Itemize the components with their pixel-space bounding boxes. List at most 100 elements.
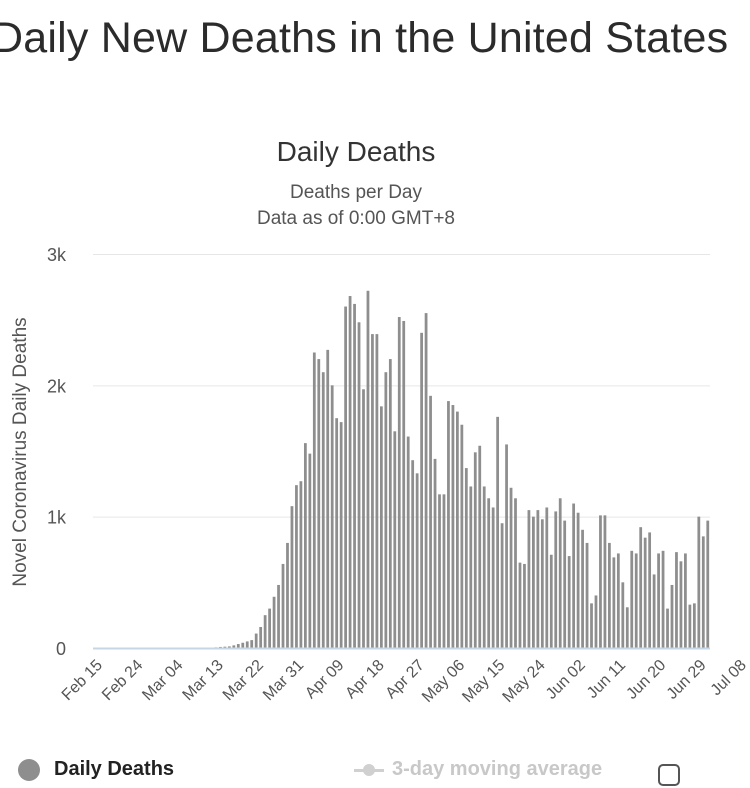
- bar[interactable]: [523, 563, 526, 648]
- bar[interactable]: [648, 532, 652, 648]
- bar[interactable]: [549, 554, 553, 648]
- bar[interactable]: [371, 334, 374, 648]
- bar[interactable]: [612, 557, 616, 648]
- bar[interactable]: [344, 306, 347, 648]
- bar[interactable]: [268, 608, 271, 648]
- bar[interactable]: [514, 498, 517, 648]
- bar[interactable]: [599, 515, 602, 648]
- bar[interactable]: [545, 507, 549, 648]
- bar[interactable]: [572, 503, 576, 648]
- bar[interactable]: [259, 626, 263, 648]
- bar[interactable]: [496, 416, 500, 648]
- bar[interactable]: [630, 550, 634, 648]
- bar[interactable]: [303, 443, 307, 648]
- bar[interactable]: [661, 550, 665, 648]
- bar[interactable]: [621, 582, 625, 648]
- bar[interactable]: [272, 596, 276, 648]
- bar[interactable]: [540, 519, 544, 648]
- bar[interactable]: [576, 512, 580, 648]
- bar[interactable]: [295, 485, 298, 648]
- bar[interactable]: [219, 646, 222, 648]
- bar[interactable]: [657, 553, 660, 648]
- bar[interactable]: [308, 453, 312, 648]
- bar[interactable]: [384, 372, 388, 648]
- bar[interactable]: [532, 516, 535, 648]
- bar[interactable]: [353, 303, 356, 648]
- bar[interactable]: [554, 511, 558, 648]
- bar[interactable]: [321, 372, 325, 648]
- bar[interactable]: [675, 552, 678, 648]
- bar[interactable]: [223, 646, 227, 648]
- bar[interactable]: [581, 529, 584, 648]
- moving-average-checkbox[interactable]: [658, 764, 680, 786]
- bar[interactable]: [456, 411, 459, 648]
- bar[interactable]: [286, 542, 289, 648]
- bar[interactable]: [608, 542, 611, 648]
- bar[interactable]: [447, 401, 450, 648]
- bar[interactable]: [429, 395, 432, 648]
- bar[interactable]: [701, 536, 705, 648]
- bar[interactable]: [375, 334, 379, 648]
- bar[interactable]: [335, 418, 339, 648]
- bar[interactable]: [684, 553, 687, 648]
- bar[interactable]: [460, 424, 464, 648]
- bar[interactable]: [290, 506, 294, 648]
- bar[interactable]: [563, 520, 567, 648]
- bar[interactable]: [277, 584, 280, 648]
- bar[interactable]: [697, 516, 701, 648]
- bar[interactable]: [594, 595, 598, 648]
- bar[interactable]: [634, 553, 638, 648]
- bar[interactable]: [348, 296, 352, 648]
- bar[interactable]: [263, 615, 267, 648]
- bar[interactable]: [232, 645, 236, 648]
- bar[interactable]: [670, 584, 674, 648]
- bar[interactable]: [509, 487, 513, 648]
- bar[interactable]: [478, 445, 482, 648]
- bar[interactable]: [250, 640, 254, 648]
- bar[interactable]: [536, 510, 540, 648]
- bar[interactable]: [357, 322, 361, 648]
- bar[interactable]: [518, 562, 522, 648]
- bar[interactable]: [500, 523, 504, 648]
- bar[interactable]: [616, 553, 620, 648]
- bar[interactable]: [652, 574, 656, 648]
- bar[interactable]: [379, 406, 383, 648]
- bar[interactable]: [451, 405, 455, 648]
- legend-item-moving-average[interactable]: 3-day moving average: [354, 758, 602, 781]
- bar[interactable]: [254, 633, 258, 648]
- bar[interactable]: [706, 520, 710, 648]
- bar[interactable]: [299, 481, 303, 648]
- bar[interactable]: [666, 608, 669, 648]
- bar[interactable]: [388, 359, 392, 648]
- bar[interactable]: [433, 458, 437, 648]
- bar[interactable]: [241, 642, 245, 648]
- bar[interactable]: [415, 473, 419, 648]
- bar[interactable]: [317, 359, 321, 648]
- bar[interactable]: [438, 494, 441, 648]
- bar[interactable]: [339, 422, 343, 648]
- bar[interactable]: [236, 644, 240, 648]
- bar[interactable]: [464, 468, 468, 648]
- bar[interactable]: [397, 317, 401, 648]
- bar[interactable]: [442, 494, 446, 648]
- legend-item-daily-deaths[interactable]: Daily Deaths: [18, 758, 174, 781]
- bar[interactable]: [326, 349, 330, 648]
- bar[interactable]: [482, 486, 486, 648]
- bar[interactable]: [639, 527, 643, 648]
- bar[interactable]: [424, 313, 428, 648]
- bar[interactable]: [505, 444, 508, 648]
- bar[interactable]: [487, 498, 491, 648]
- bar[interactable]: [692, 603, 696, 648]
- bar[interactable]: [227, 646, 231, 648]
- bar[interactable]: [420, 332, 423, 648]
- bar[interactable]: [393, 431, 397, 648]
- bar[interactable]: [625, 607, 629, 648]
- bar[interactable]: [330, 385, 334, 648]
- bar[interactable]: [281, 563, 285, 648]
- bar[interactable]: [558, 498, 562, 648]
- bar[interactable]: [362, 389, 365, 648]
- bar[interactable]: [406, 436, 410, 648]
- bar[interactable]: [643, 537, 647, 648]
- bar[interactable]: [366, 290, 370, 648]
- bar[interactable]: [411, 460, 415, 648]
